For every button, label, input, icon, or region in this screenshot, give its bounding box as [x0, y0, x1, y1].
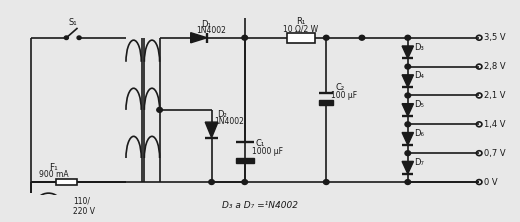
Circle shape [242, 35, 248, 40]
Text: 1,4 V: 1,4 V [484, 120, 506, 129]
Circle shape [405, 64, 411, 69]
Circle shape [323, 35, 329, 40]
Polygon shape [402, 46, 413, 58]
Polygon shape [191, 33, 207, 43]
Text: D₁: D₁ [201, 20, 211, 29]
Text: 3,5 V: 3,5 V [484, 33, 506, 42]
Circle shape [405, 151, 411, 156]
Polygon shape [319, 100, 333, 105]
Text: D₂: D₂ [217, 110, 226, 119]
Text: 1N4002: 1N4002 [214, 117, 244, 126]
Text: 100 μF: 100 μF [331, 91, 357, 100]
Circle shape [359, 35, 365, 40]
Circle shape [242, 180, 248, 184]
Circle shape [157, 107, 162, 112]
Text: 2,8 V: 2,8 V [484, 62, 506, 71]
Polygon shape [402, 75, 413, 87]
Text: C₁: C₁ [256, 139, 265, 148]
Text: S₁: S₁ [68, 18, 77, 27]
Polygon shape [402, 133, 413, 145]
Text: 1N4002: 1N4002 [197, 26, 226, 35]
Circle shape [209, 180, 214, 184]
Text: 0 V: 0 V [484, 178, 498, 186]
Text: 1000 μF: 1000 μF [252, 147, 283, 156]
Text: 110/
220 V: 110/ 220 V [73, 197, 95, 216]
Text: 0,7 V: 0,7 V [484, 149, 506, 158]
Text: D₃: D₃ [414, 42, 424, 52]
Polygon shape [402, 104, 413, 116]
Polygon shape [236, 158, 254, 163]
Circle shape [405, 180, 411, 184]
Text: D₇: D₇ [414, 158, 424, 167]
Text: D₆: D₆ [414, 129, 424, 138]
Text: 10 Ω/2 W: 10 Ω/2 W [283, 24, 318, 34]
Text: 900 mA: 900 mA [39, 170, 69, 179]
Bar [56, 179, 76, 185]
Polygon shape [402, 161, 413, 174]
Circle shape [405, 122, 411, 127]
Text: D₅: D₅ [414, 100, 424, 109]
Text: F₁: F₁ [49, 163, 58, 172]
Text: D₃ a D₇ =¹N4002: D₃ a D₇ =¹N4002 [222, 201, 298, 210]
Circle shape [405, 35, 411, 40]
Text: R₁: R₁ [296, 17, 305, 26]
Circle shape [405, 93, 411, 98]
Circle shape [77, 36, 81, 40]
Polygon shape [205, 122, 218, 138]
Text: C₂: C₂ [335, 83, 345, 92]
Text: 2,1 V: 2,1 V [484, 91, 506, 100]
Circle shape [323, 180, 329, 184]
Circle shape [64, 36, 69, 40]
Bar [287, 33, 315, 43]
Text: D₄: D₄ [414, 71, 424, 80]
